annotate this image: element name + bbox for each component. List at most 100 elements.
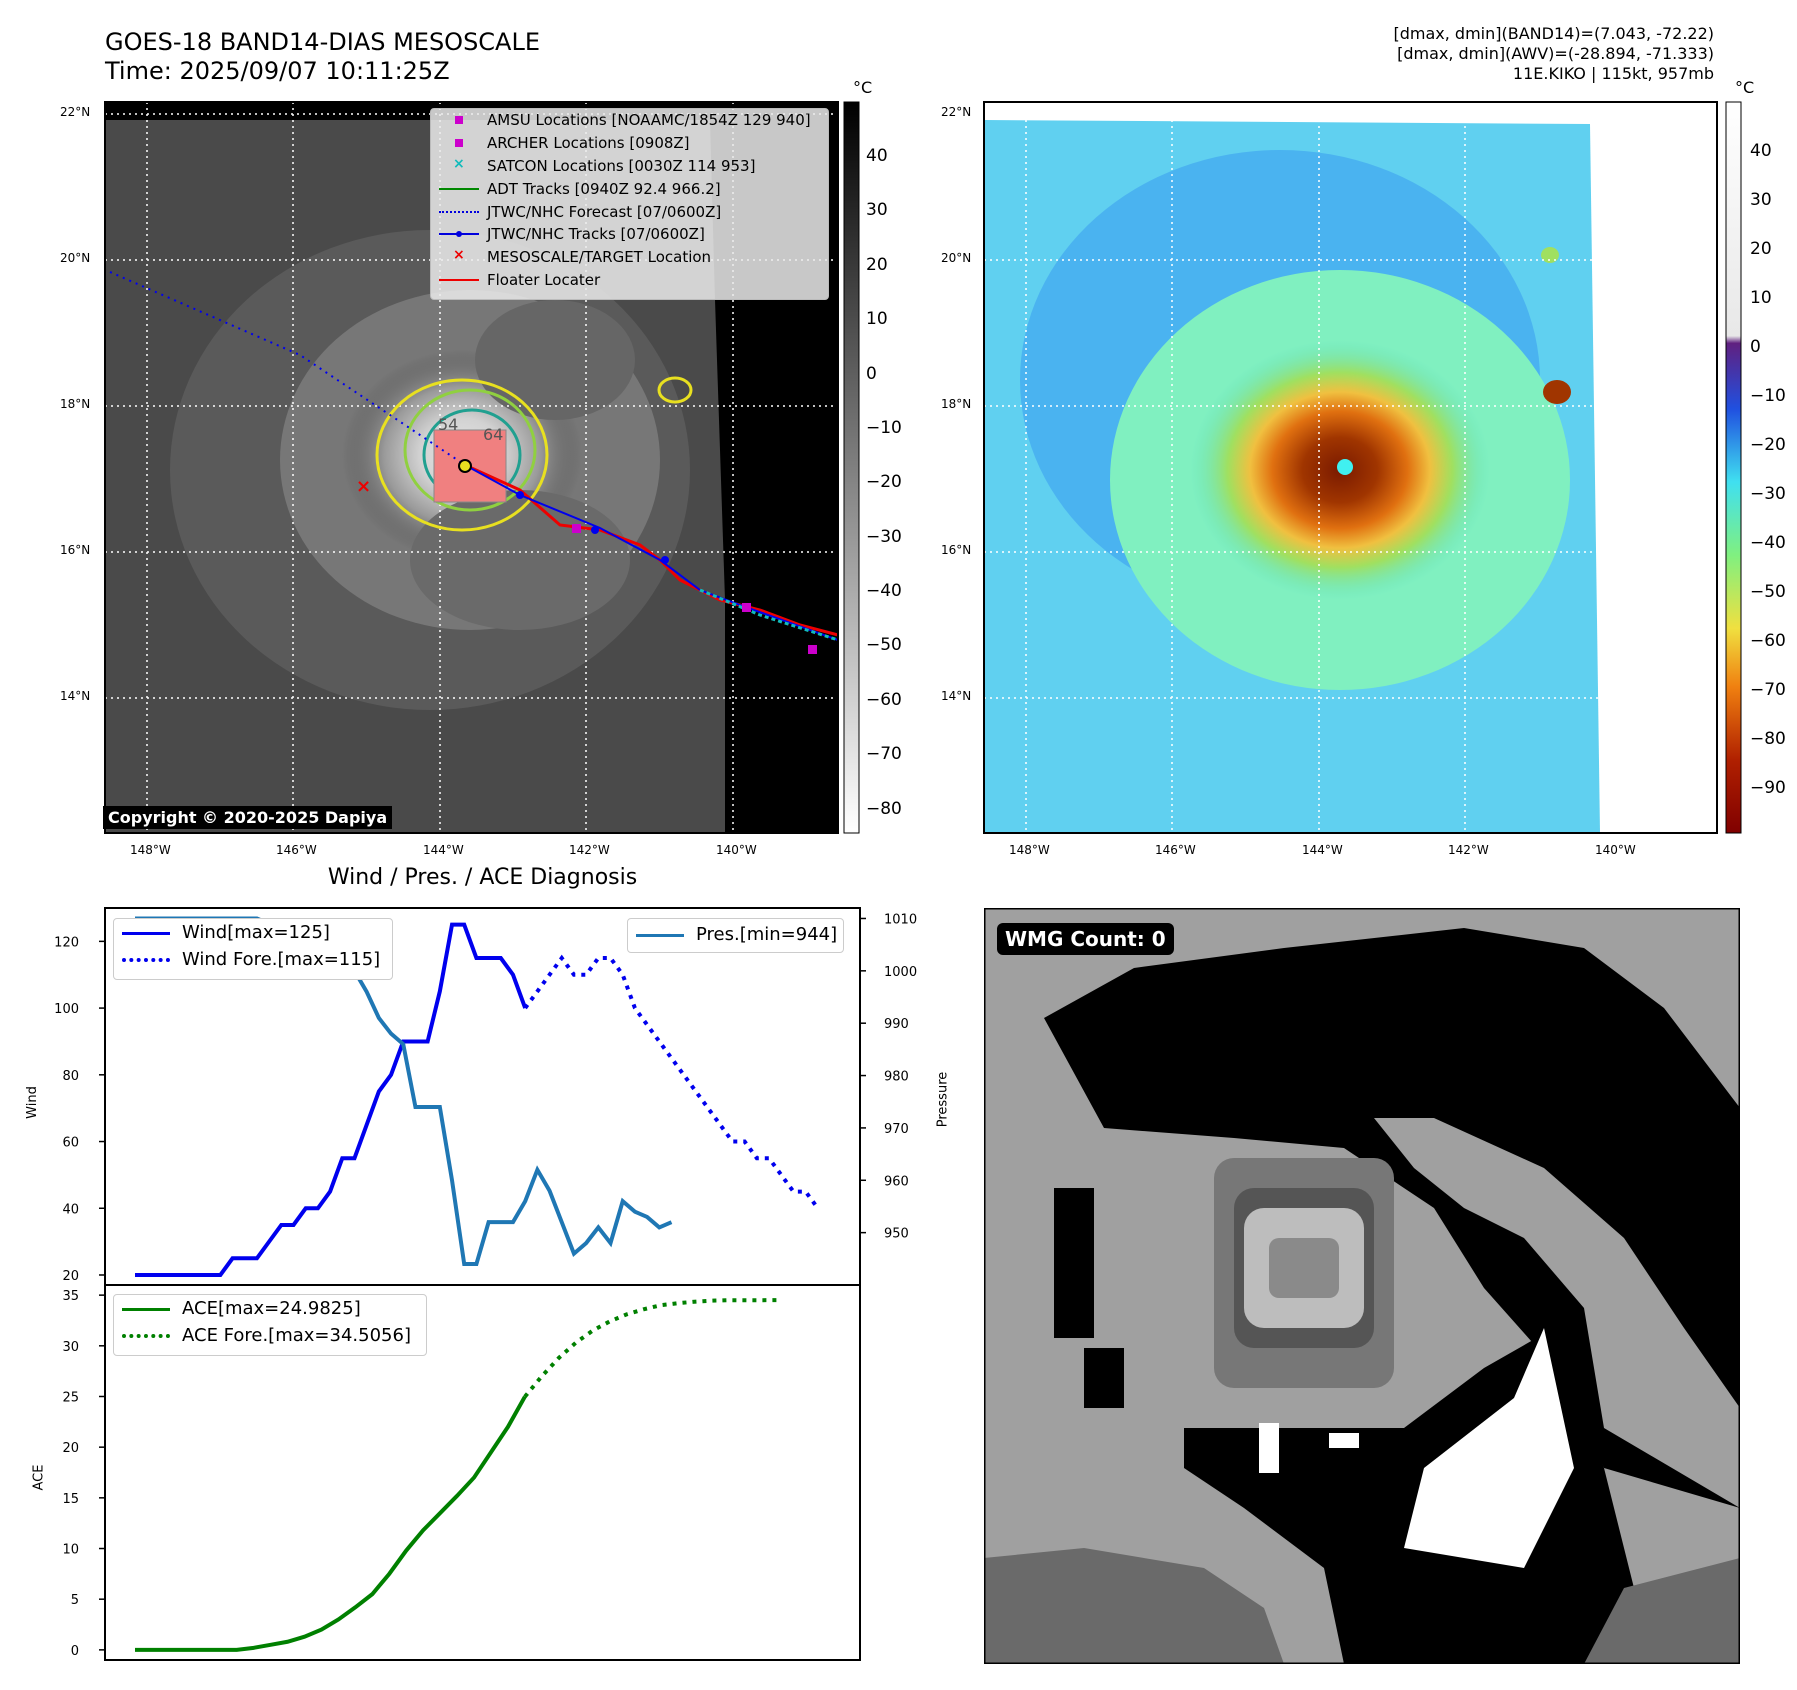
awv-lon-label: 148°W (1009, 843, 1050, 857)
ir-lon-label: 140°W (716, 843, 757, 857)
awv-lon-label: 144°W (1302, 843, 1343, 857)
storm-center-marker (458, 459, 472, 473)
copyright-label: Copyright © 2020-2025 Dapiya (103, 806, 393, 829)
awv-colorbar-tick: −10 (1750, 386, 1786, 406)
time-label: Time: 2025/09/07 10:11:25Z (105, 57, 450, 85)
awv-colorbar-tick: −90 (1750, 778, 1786, 798)
ace-ytick-label: 5 (71, 1593, 79, 1608)
awv-colorbar (1725, 101, 1742, 834)
ir-colorbar-tick: 10 (866, 309, 888, 329)
awv-colorbar-tick: −70 (1750, 680, 1786, 700)
ace-ytick-label: 30 (62, 1340, 79, 1355)
pressure-legend: Pres.[min=944] (627, 918, 844, 953)
awv-lon-label: 146°W (1155, 843, 1196, 857)
contour-label-54: 54 (438, 415, 458, 434)
ir-colorbar (843, 101, 860, 834)
ir-colorbar-tick: 40 (866, 146, 888, 166)
legend-entry-mesoscale: × MESOSCALE/TARGET Location (431, 246, 828, 269)
legend-entry-forecast: JTWC/NHC Forecast [07/0600Z] (431, 200, 828, 223)
ace-ytick-label: 25 (62, 1390, 79, 1405)
legend-marker-dotted (439, 205, 479, 219)
legend-marker-line (439, 182, 479, 196)
wind-ytick-label: 40 (62, 1202, 79, 1217)
ir-lon-label: 146°W (276, 843, 317, 857)
ace-ytick-label: 35 (62, 1289, 79, 1304)
info-awv: [dmax, dmin](AWV)=(-28.894, -71.333) (1397, 44, 1714, 63)
pressure-axis-label: Pressure (935, 1071, 951, 1128)
pressure-ytick-label: 950 (884, 1227, 909, 1242)
legend-entry-wind-forecast: Wind Fore.[max=115] (114, 946, 392, 973)
awv-lat-label: 20°N (941, 251, 972, 265)
ace-ytick-label: 10 (62, 1543, 79, 1558)
awv-colorbar-tick: 0 (1750, 337, 1761, 357)
awv-colorbar-tick: 20 (1750, 239, 1772, 259)
awv-lat-label: 14°N (941, 689, 972, 703)
legend-entry-amsu: AMSU Locations [NOAAMC/1854Z 129 940] (431, 109, 828, 132)
awv-colorbar-tick: −80 (1750, 729, 1786, 749)
pressure-ytick-label: 1010 (884, 912, 917, 927)
wmg-panel (984, 908, 1740, 1664)
ir-lon-label: 144°W (423, 843, 464, 857)
pressure-ytick-label: 990 (884, 1017, 909, 1032)
legend-marker-x: × (453, 247, 465, 264)
awv-map-panel (983, 101, 1742, 834)
ir-lat-label: 14°N (60, 689, 91, 703)
ace-ytick-label: 15 (62, 1492, 79, 1507)
ir-colorbar-tick: 0 (866, 364, 877, 384)
wind-ytick-label: 20 (62, 1269, 79, 1284)
legend-marker-square (439, 113, 479, 127)
wind-axis-label: Wind (24, 1086, 40, 1119)
wmg-count-badge: WMG Count: 0 (997, 923, 1174, 955)
legend-entry-jtwc: JTWC/NHC Tracks [07/0600Z] (431, 223, 828, 246)
wind-legend: Wind[max=125] Wind Fore.[max=115] (113, 918, 393, 980)
wmg-image (984, 908, 1740, 1664)
contour-label-64: 64 (483, 425, 503, 444)
awv-colorbar-unit: °C (1735, 78, 1755, 97)
ir-lat-label: 16°N (60, 543, 91, 557)
awv-lat-label: 18°N (941, 397, 972, 411)
awv-colorbar-tick: 10 (1750, 288, 1772, 308)
ir-colorbar-unit: °C (853, 78, 873, 97)
legend-marker-x: × (453, 155, 465, 172)
jtwc-track-points (516, 491, 669, 564)
awv-colorbar-tick: −50 (1750, 582, 1786, 602)
wind-ytick-label: 80 (62, 1069, 79, 1084)
ir-lon-label: 142°W (569, 843, 610, 857)
series-line-1 (523, 954, 820, 1210)
ir-colorbar-tick: −10 (866, 418, 902, 438)
ir-colorbar-tick: −40 (866, 581, 902, 601)
pressure-ytick-label: 960 (884, 1174, 909, 1189)
diagnosis-chart: 20 40 60 80 100 120 950 960 970 980 990 1000 1010 0 5… (54, 907, 917, 1661)
ir-colorbar-tick: −60 (866, 690, 902, 710)
awv-lat-label: 16°N (941, 543, 972, 557)
legend-entry-wind: Wind[max=125] (114, 919, 392, 946)
ir-colorbar-tick: −70 (866, 744, 902, 764)
legend-entry-floater: Floater Locater (431, 269, 828, 292)
ir-colorbar-tick: −20 (866, 472, 902, 492)
ace-ytick-label: 20 (62, 1441, 79, 1456)
awv-colorbar-tick: −60 (1750, 631, 1786, 651)
ir-colorbar-tick: −80 (866, 799, 902, 819)
mesoscale-target-marker: × (356, 476, 371, 497)
legend-marker-square (439, 136, 479, 150)
pressure-ytick-label: 1000 (884, 965, 917, 980)
legend-entry-ace: ACE[max=24.9825] (114, 1295, 426, 1322)
ir-lat-label: 18°N (60, 397, 91, 411)
legend-marker-line (439, 273, 479, 287)
adt-track (699, 588, 839, 642)
diagnosis-chart-title: Wind / Pres. / ACE Diagnosis (327, 865, 638, 890)
ir-legend: AMSU Locations [NOAAMC/1854Z 129 940] AR… (430, 108, 829, 300)
ir-colorbar-tick: −50 (866, 635, 902, 655)
info-band14: [dmax, dmin](BAND14)=(7.043, -72.22) (1393, 24, 1715, 43)
ir-colorbar-tick: 20 (866, 255, 888, 275)
legend-entry-ace-forecast: ACE Fore.[max=34.5056] (114, 1322, 426, 1349)
ace-series-line-1 (523, 1298, 780, 1398)
awv-colorbar-tick: −20 (1750, 435, 1786, 455)
ir-lat-label: 20°N (60, 251, 91, 265)
pressure-ytick-label: 970 (884, 1122, 909, 1137)
awv-colorbar-tick: 30 (1750, 190, 1772, 210)
ace-ytick-label: 0 (71, 1644, 79, 1659)
awv-lon-label: 140°W (1595, 843, 1636, 857)
amsu-markers (572, 524, 817, 654)
ir-contours (375, 376, 693, 532)
